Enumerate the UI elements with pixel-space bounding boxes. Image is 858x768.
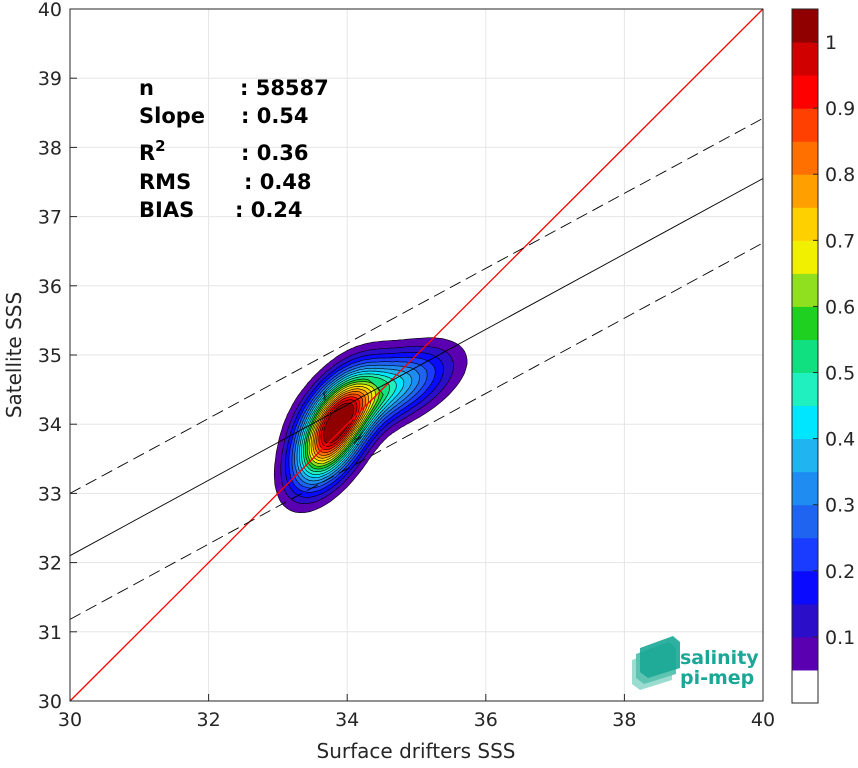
colorbar-tick-label: 0.1 <box>825 627 855 649</box>
colorbar-tick-label: 1 <box>825 32 837 54</box>
x-tick-label: 40 <box>751 709 775 731</box>
y-axis-label: Satellite SSS <box>2 292 26 418</box>
y-tick-label: 35 <box>38 345 62 367</box>
y-tick-label: 32 <box>38 553 62 575</box>
stat-value: : 0.48 <box>244 170 312 194</box>
colorbar-swatch <box>792 438 818 473</box>
stat-value: : 58587 <box>240 76 329 100</box>
colorbar-swatch <box>792 108 818 142</box>
colorbar-tick-label: 0.9 <box>825 98 855 120</box>
colorbar: 0.1 0.2 0.3 0.4 0.5 0.6 0.7 0.8 0.9 1 <box>791 8 855 704</box>
colorbar-tick-label: 0.2 <box>825 561 855 583</box>
x-axis-label: Surface drifters SSS <box>317 739 516 763</box>
stat-value: : 0.54 <box>241 104 309 128</box>
colorbar-swatch <box>792 636 818 671</box>
y-tick-label: 33 <box>38 483 62 505</box>
density-contours <box>273 337 468 514</box>
colorbar-frame <box>791 8 819 704</box>
colorbar-tick-label: 0.3 <box>825 495 855 517</box>
colorbar-swatch <box>792 207 818 241</box>
stat-label: BIAS <box>139 198 194 222</box>
colorbar-swatch <box>792 75 818 109</box>
colorbar-swatch <box>792 306 818 340</box>
y-tick-label: 37 <box>38 207 62 229</box>
y-tick-label: 36 <box>38 276 62 298</box>
y-axis-ticks: 30 31 32 33 34 35 36 37 38 39 40 <box>38 0 77 713</box>
y-tick-label: 31 <box>38 622 62 644</box>
logo-wave-icon <box>632 636 680 690</box>
colorbar-swatch <box>792 603 818 638</box>
logo-line1: salinity <box>680 647 759 669</box>
upper-bound-line <box>69 117 764 494</box>
colorbar-swatch <box>792 405 818 440</box>
colorbar-swatch <box>792 504 818 539</box>
colorbar-swatch <box>792 273 818 307</box>
colorbar-swatch <box>792 372 818 407</box>
y-tick-label: 38 <box>38 137 62 159</box>
x-tick-label: 38 <box>612 709 636 731</box>
colorbar-tick-label: 0.6 <box>825 296 855 318</box>
y-tick-label: 40 <box>38 0 62 21</box>
colorbar-tick-label: 0.8 <box>825 164 855 186</box>
colorbar-swatch <box>792 471 818 506</box>
stat-value: : 0.36 <box>241 141 309 165</box>
colorbar-swatch <box>792 537 818 572</box>
stat-label: Slope <box>139 104 205 128</box>
colorbar-tick-label: 0.4 <box>825 429 855 451</box>
x-tick-label: 32 <box>197 709 221 731</box>
colorbar-swatch <box>792 570 818 605</box>
grid-lines <box>69 8 764 702</box>
y-tick-label: 34 <box>38 414 62 436</box>
colorbar-swatch <box>792 141 818 175</box>
x-tick-label: 36 <box>474 709 498 731</box>
stat-label: n <box>139 76 154 100</box>
y-tick-label: 30 <box>38 691 62 713</box>
regression-line <box>69 178 764 557</box>
x-axis-ticks: 30 32 34 36 38 40 <box>58 694 775 731</box>
colorbar-swatch <box>792 9 818 43</box>
stat-value: : 0.24 <box>235 198 303 222</box>
lower-bound-line <box>69 242 764 620</box>
colorbar-swatch <box>792 240 818 274</box>
identity-line <box>69 8 764 702</box>
x-tick-label: 30 <box>58 709 82 731</box>
colorbar-tick-label: 0.5 <box>825 363 855 385</box>
colorbar-swatch <box>792 42 818 76</box>
colorbar-swatch <box>792 669 818 704</box>
colorbar-swatch <box>792 339 818 374</box>
x-tick-label: 34 <box>335 709 359 731</box>
y-tick-label: 39 <box>38 68 62 90</box>
salinity-pi-mep-logo: salinity pi-mep <box>632 636 759 690</box>
colorbar-swatch <box>792 174 818 208</box>
reference-lines <box>69 8 764 702</box>
stat-label: RMS <box>139 170 191 194</box>
logo-line2: pi-mep <box>680 667 754 689</box>
colorbar-tick-label: 0.7 <box>825 230 855 252</box>
